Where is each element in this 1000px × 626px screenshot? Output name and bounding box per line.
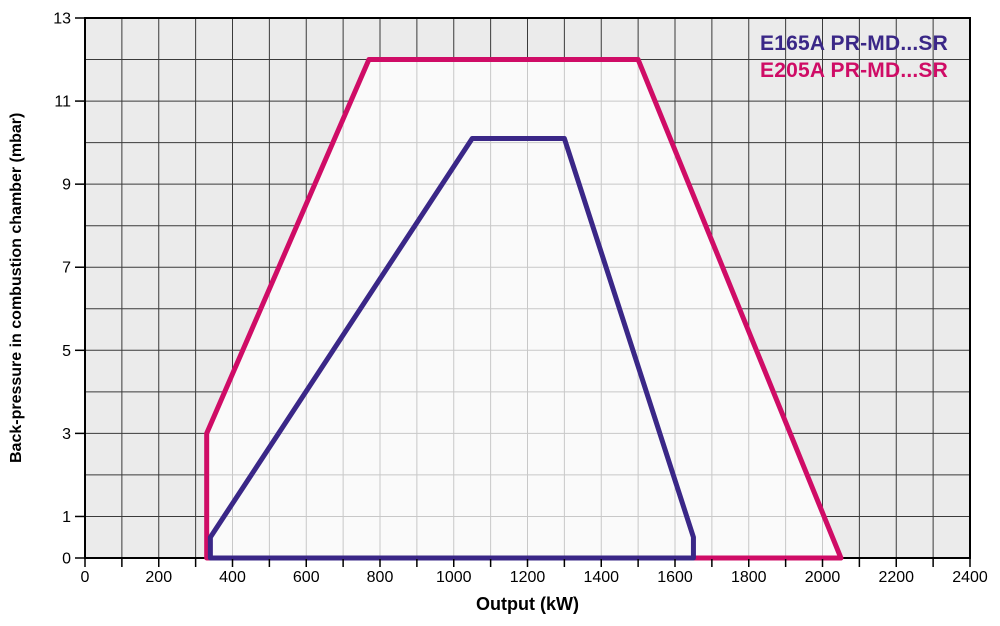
x-axis-title: Output (kW) (476, 594, 579, 614)
legend-item-e205a: E205A PR-MD...SR (760, 59, 948, 82)
x-tick-label: 1600 (657, 569, 693, 586)
x-tick-label: 0 (81, 569, 90, 586)
legend: E165A PR-MD...SR E205A PR-MD...SR (760, 30, 948, 84)
x-tick-label: 2400 (952, 569, 988, 586)
x-tick-label: 2200 (878, 569, 914, 586)
series-e165a (207, 135, 696, 561)
x-tick-label: 200 (145, 569, 172, 586)
x-tick-label: 1400 (583, 569, 619, 586)
y-tick-label: 1 (62, 509, 71, 526)
x-tick-label: 1800 (731, 569, 767, 586)
x-tick-label: 600 (293, 569, 320, 586)
y-tick-label: 9 (62, 177, 71, 194)
y-axis-title: Back-pressure in combustion chamber (mba… (8, 112, 25, 464)
y-tick-label: 5 (62, 343, 71, 360)
legend-item-e165a: E165A PR-MD...SR (760, 32, 948, 55)
x-tick-label: 800 (367, 569, 394, 586)
y-tick-label: 13 (53, 11, 71, 28)
x-tick-label: 400 (219, 569, 246, 586)
series-e205a (204, 57, 844, 561)
x-tick-label: 1000 (436, 569, 472, 586)
y-tick-label: 11 (54, 94, 71, 111)
y-tick-label: 7 (62, 260, 71, 277)
y-tick-label: 0 (62, 551, 71, 568)
x-tick-label: 1200 (510, 569, 546, 586)
x-tick-label: 2000 (805, 569, 841, 586)
y-tick-label: 3 (62, 426, 71, 443)
